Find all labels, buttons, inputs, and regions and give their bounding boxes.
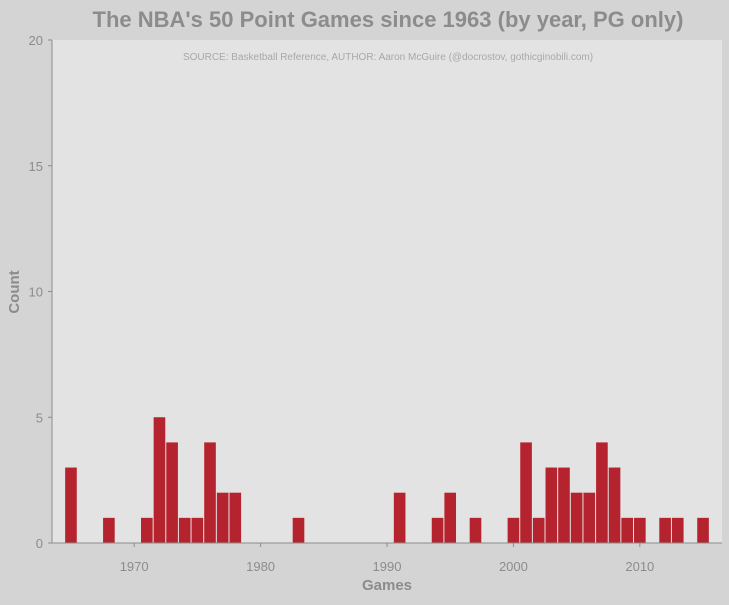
plot-background <box>52 40 722 543</box>
bar-2005 <box>570 492 583 543</box>
bar-2012 <box>659 517 671 543</box>
x-tick-label-1990: 1990 <box>373 559 402 574</box>
bar-2001 <box>520 442 532 543</box>
bar-1978 <box>229 492 242 543</box>
y-tick-label-0: 0 <box>36 536 43 551</box>
x-tick-label-2000: 2000 <box>499 559 528 574</box>
bar-2009 <box>621 517 633 543</box>
bar-1983 <box>292 517 305 543</box>
bar-2015 <box>697 517 709 543</box>
x-tick-label-1980: 1980 <box>246 559 275 574</box>
bar-2010 <box>634 517 646 543</box>
bar-1976 <box>204 442 216 543</box>
bar-1971 <box>141 517 153 543</box>
bar-2004 <box>558 467 570 543</box>
bar-1997 <box>469 517 482 543</box>
x-axis-label: Games <box>362 577 412 594</box>
x-ticks: 1970 1980 1990 2000 2010 <box>120 543 654 574</box>
bar-1977 <box>216 492 229 543</box>
bar-1972 <box>153 417 166 543</box>
x-tick-label-1970: 1970 <box>120 559 149 574</box>
y-ticks: 0 5 10 15 20 <box>29 33 52 551</box>
bar-1965 <box>65 467 77 543</box>
y-axis-label: Count <box>6 270 23 313</box>
bar-2002 <box>532 517 545 543</box>
bars-layer <box>65 417 709 543</box>
y-tick-label-10: 10 <box>29 285 43 300</box>
bar-1994 <box>431 517 444 543</box>
bar-2000 <box>507 517 520 543</box>
bar-1995 <box>444 492 457 543</box>
bar-2007 <box>596 442 608 543</box>
bar-1973 <box>166 442 178 543</box>
y-tick-label-15: 15 <box>29 159 43 174</box>
bar-2006 <box>583 492 596 543</box>
bar-2003 <box>545 467 558 543</box>
chart-subtitle: SOURCE: Basketball Reference, AUTHOR: Aa… <box>183 52 593 63</box>
bar-1991 <box>393 492 406 543</box>
y-tick-label-5: 5 <box>36 410 43 425</box>
bar-2008 <box>608 467 621 543</box>
bar-1974 <box>178 517 191 543</box>
chart-title: The NBA's 50 Point Games since 1963 (by … <box>93 7 684 32</box>
x-tick-label-2010: 2010 <box>625 559 654 574</box>
bar-1968 <box>103 517 115 543</box>
bar-2013 <box>671 517 684 543</box>
y-tick-label-20: 20 <box>29 33 43 48</box>
bar-1975 <box>191 517 204 543</box>
